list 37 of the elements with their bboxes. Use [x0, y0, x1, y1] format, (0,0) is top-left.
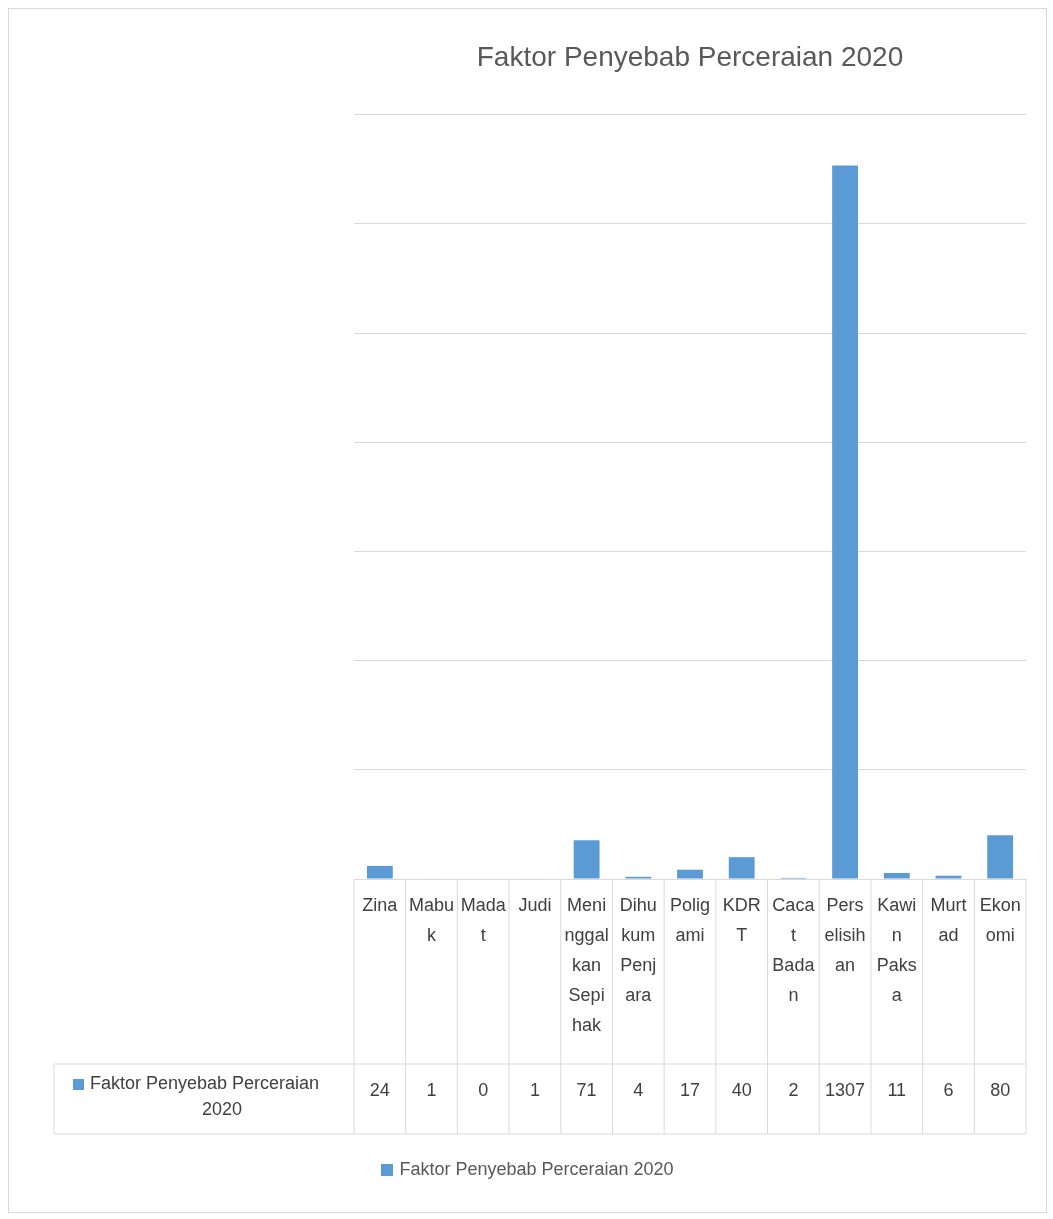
x-tick-label: Mabuk — [409, 894, 455, 945]
data-label: 1 — [529, 1079, 540, 1100]
x-tick-label: Madat — [460, 894, 507, 945]
x-tick-label: Kawin Paksa — [876, 894, 917, 1005]
x-tick-label: Zina — [362, 894, 399, 915]
text: Faktor Penyebab Perceraian 2020 — [399, 1159, 674, 1179]
bar — [832, 165, 858, 879]
x-tick-label: KDRT — [722, 894, 761, 945]
data-label: 80 — [990, 1079, 1011, 1100]
data-label: 17 — [679, 1079, 701, 1100]
legend-label: Faktor Penyebab Perceraian 2020 — [90, 1072, 320, 1119]
data-label: 2 — [788, 1079, 799, 1100]
x-tick-label: Ekonomi — [979, 894, 1021, 945]
chart-title: Faktor Penyebab Perceraian 2020 — [476, 40, 904, 72]
data-label: 0 — [478, 1079, 489, 1100]
data-label: 6 — [943, 1079, 954, 1100]
x-tick-label: Dihukum Penjara — [619, 894, 657, 1005]
data-label: 71 — [576, 1079, 597, 1100]
bar — [366, 865, 393, 879]
bar — [935, 875, 962, 879]
x-tick-label: Judi — [518, 894, 552, 915]
bar — [677, 869, 703, 879]
x-tick-label: Poligami — [669, 894, 711, 945]
data-label: 4 — [633, 1079, 644, 1100]
bar — [573, 840, 600, 879]
x-tick-label: Cacat Badan — [772, 894, 816, 1005]
data-label: 40 — [731, 1079, 752, 1100]
bar — [987, 835, 1014, 879]
x-tick-label: Perselisihan — [824, 894, 866, 975]
x-tick-label: Murtad — [930, 894, 967, 945]
data-label: 11 — [887, 1079, 907, 1100]
data-label: 1 — [426, 1079, 437, 1100]
bar — [883, 872, 910, 879]
data-label: 24 — [369, 1079, 390, 1100]
x-tick-label: Meninggalkan Sepihak — [564, 894, 609, 1035]
data-label: 1307 — [825, 1079, 866, 1100]
bar — [728, 857, 755, 879]
